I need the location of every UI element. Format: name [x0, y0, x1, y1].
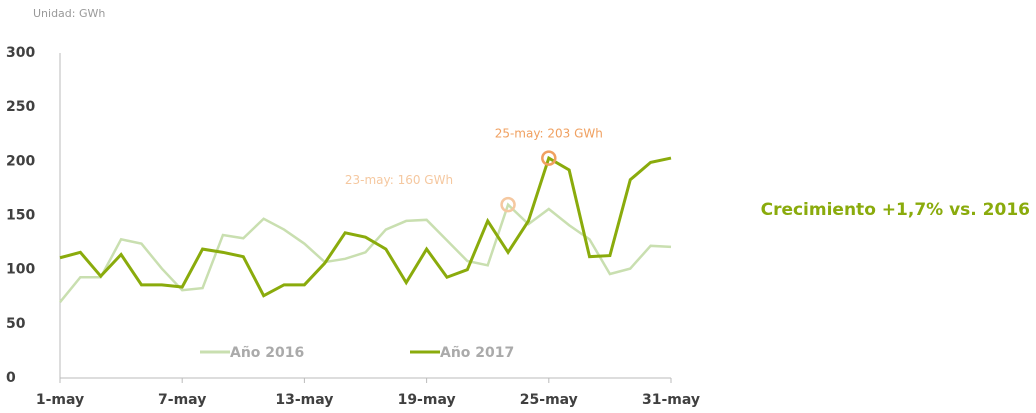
y-tick-label: 300	[6, 45, 35, 61]
y-tick-label: 200	[6, 153, 35, 169]
x-tick-label: 1-may	[36, 392, 84, 408]
y-tick-label: 150	[6, 208, 35, 224]
legend-label: Año 2017	[440, 345, 514, 361]
legend-label: Año 2016	[230, 345, 304, 361]
series-line	[59, 202, 672, 303]
subtitle: Unidad: GWh	[33, 7, 105, 20]
x-tick-label: 13-may	[275, 392, 333, 408]
side-note: Crecimiento +1,7% vs. 2016	[761, 200, 1030, 220]
annotation: 23-may: 160 GWh	[345, 173, 453, 187]
annotation: 25-may: 203 GWh	[495, 127, 603, 141]
x-tick-label: 19-may	[398, 392, 456, 408]
series-line	[59, 155, 672, 298]
highlight-marker	[541, 150, 557, 166]
y-tick-label: 100	[6, 262, 35, 278]
y-tick-label: 50	[6, 316, 26, 332]
x-tick-label: 31-may	[642, 392, 700, 408]
y-tick-label: 250	[6, 99, 35, 115]
highlight-marker	[500, 196, 516, 213]
y-tick-label: 0	[6, 370, 16, 386]
x-tick-label: 7-may	[158, 392, 206, 408]
x-tick-label: 25-may	[520, 392, 578, 408]
